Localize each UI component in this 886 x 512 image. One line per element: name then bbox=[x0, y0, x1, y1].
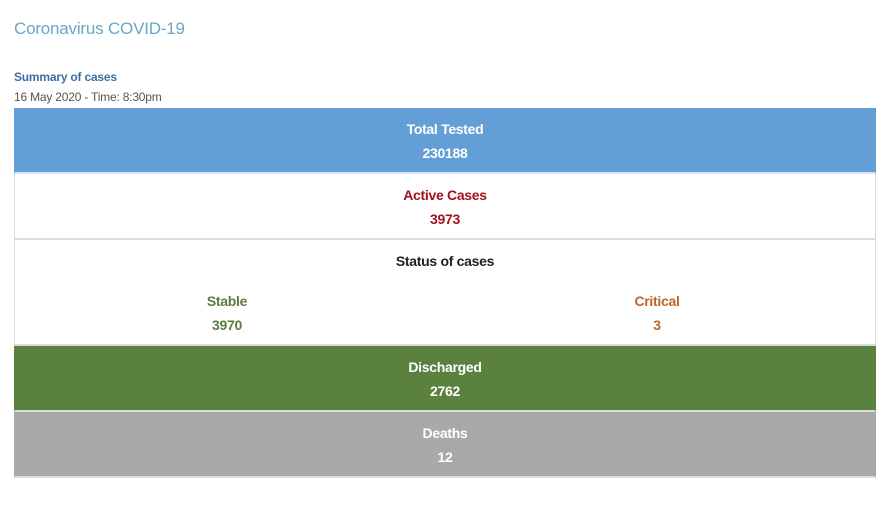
stable-label: Stable bbox=[206, 293, 248, 309]
deaths-value: 12 bbox=[437, 449, 453, 465]
update-timestamp: 16 May 2020 - Time: 8:30pm bbox=[14, 90, 162, 104]
discharged-label: Discharged bbox=[408, 359, 482, 375]
page-title: Coronavirus COVID-19 bbox=[14, 19, 185, 38]
discharged-row: Discharged 2762 bbox=[14, 346, 876, 412]
critical-value: 3 bbox=[653, 317, 661, 333]
summary-heading: Summary of cases bbox=[14, 70, 117, 84]
total-tested-value: 230188 bbox=[422, 145, 468, 161]
status-columns: Stable 3970 Critical 3 bbox=[15, 291, 875, 335]
critical-column: Critical 3 bbox=[607, 291, 707, 335]
total-tested-row: Total Tested 230188 bbox=[14, 108, 876, 174]
deaths-label: Deaths bbox=[422, 425, 468, 441]
active-cases-value: 3973 bbox=[430, 211, 460, 227]
status-of-cases-row: Status of cases Stable 3970 Critical 3 bbox=[14, 240, 876, 346]
summary-panel: Total Tested 230188 Active Cases 3973 St… bbox=[14, 108, 876, 478]
active-cases-label: Active Cases bbox=[403, 187, 487, 203]
deaths-row: Deaths 12 bbox=[14, 412, 876, 478]
discharged-value: 2762 bbox=[430, 383, 460, 399]
status-of-cases-label: Status of cases bbox=[395, 253, 495, 269]
active-cases-row: Active Cases 3973 bbox=[14, 174, 876, 240]
critical-label: Critical bbox=[634, 293, 680, 309]
stable-value: 3970 bbox=[212, 317, 242, 333]
total-tested-label: Total Tested bbox=[406, 121, 484, 137]
stable-column: Stable 3970 bbox=[177, 291, 277, 335]
